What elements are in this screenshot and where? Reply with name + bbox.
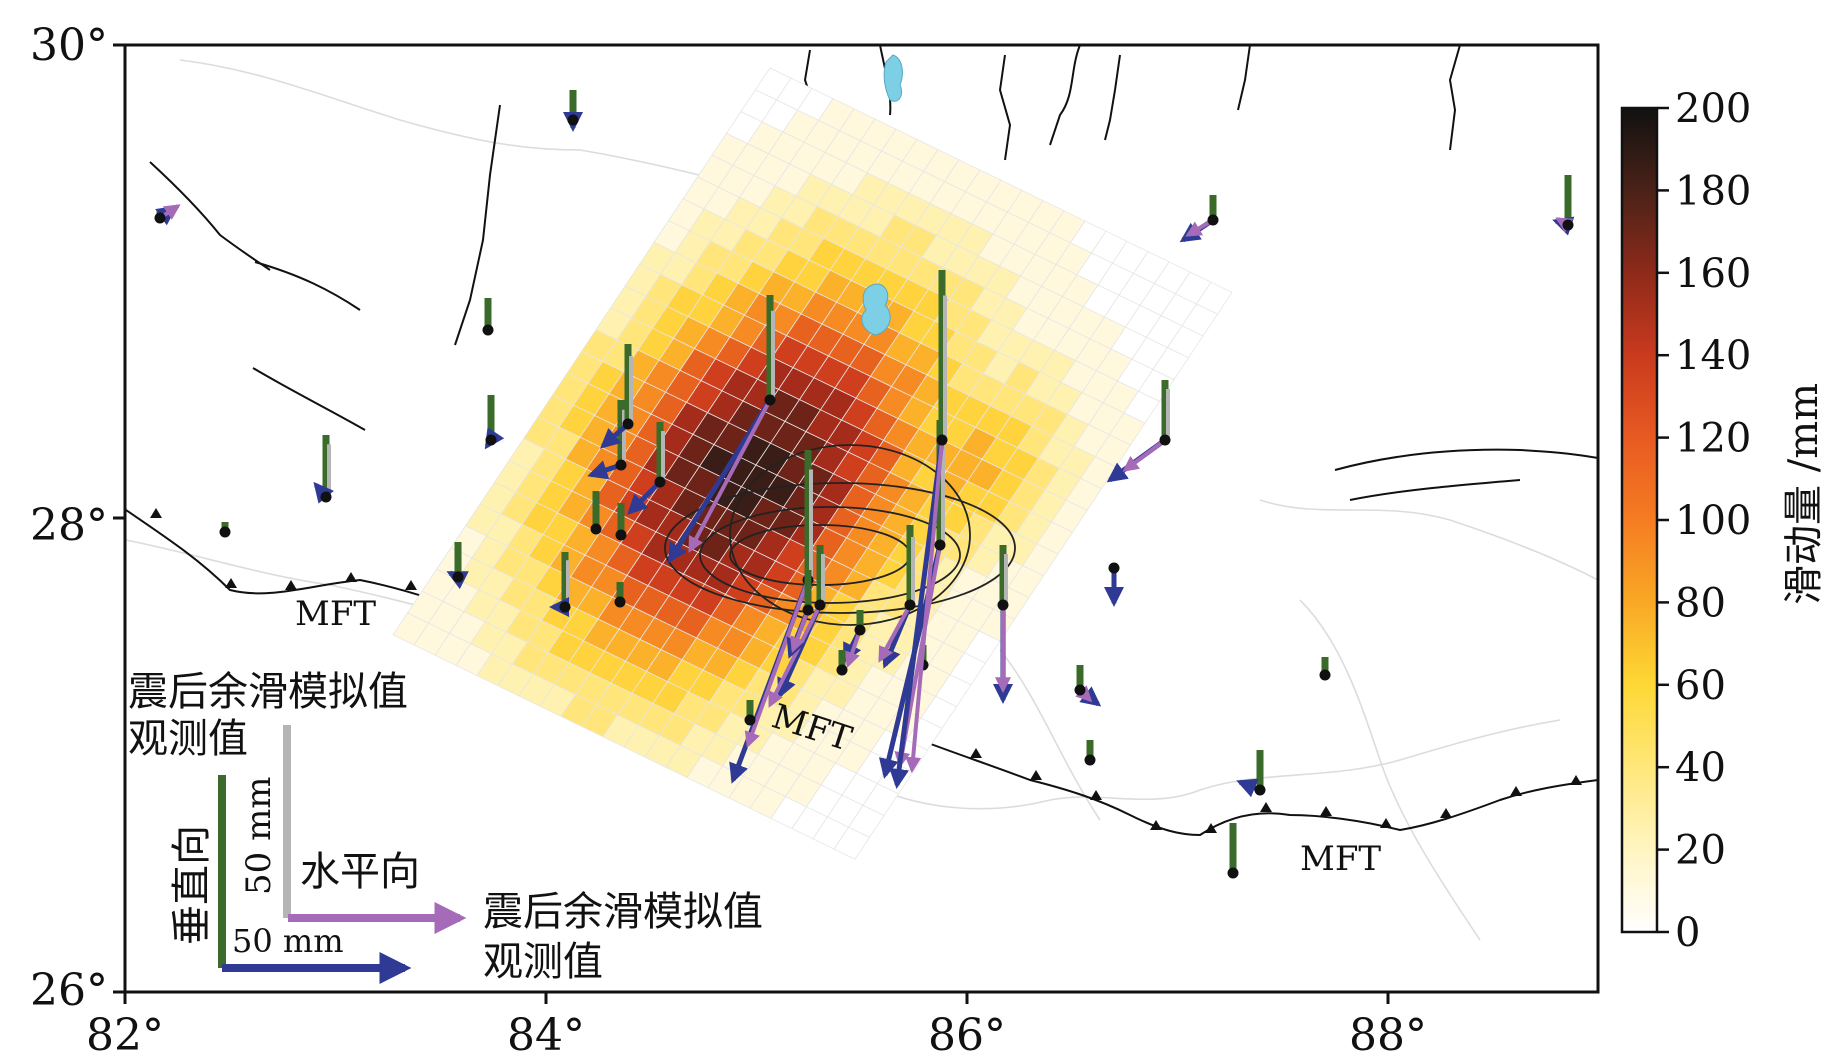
station-marker [614,596,626,608]
axis-ticks [113,43,1390,1004]
station-marker [615,459,627,471]
station-marker [1254,784,1266,796]
station-marker [814,599,826,611]
station-marker [622,418,634,430]
station-marker [1108,562,1120,574]
station-marker [1562,219,1574,231]
colorbar-tick-label: 100 [1675,498,1751,544]
horizontal-model-arrow [744,579,810,749]
station-marker [452,571,464,583]
horizontal-obs-arrow [667,398,773,564]
mft-label-west: MFT [295,594,376,634]
horizontal-obs-arrow [599,422,630,449]
colorbar-tick-label: 80 [1675,580,1726,626]
lake-2 [861,283,891,336]
station-marker [854,624,866,636]
x-tick-82: 82° [86,1010,164,1061]
horizontal-model-arrow [1122,438,1167,472]
station-marker [320,491,332,503]
slip-patch [833,826,871,860]
colorbar-tick-label: 0 [1675,910,1700,956]
horizontal-model-arrow [878,604,912,663]
mft-label-east: MFT [1300,839,1381,879]
colorbar-ramp [1620,106,1659,934]
colorbar-label: 滑动量 /mm [1781,383,1827,605]
station-marker [1159,434,1171,446]
x-tick-86: 86° [928,1010,1006,1061]
station-marker [936,434,948,446]
horizontal-model-arrow [844,629,862,669]
horizontal-model-arrow [790,609,810,653]
colorbar-tick-label: 20 [1675,828,1726,874]
legend-horizontal-title: 水平向 [300,849,420,895]
station-marker [615,529,627,541]
station-marker [802,604,814,616]
fault-traces [149,45,1598,501]
x-tick-88: 88° [1349,1010,1427,1061]
colorbar-tick-label: 120 [1675,416,1751,462]
colorbar-tick-label: 60 [1675,663,1726,709]
colorbar-ticks: 0 20 40 60 80 100 120 140 160 180 200 [1657,86,1751,956]
station-marker [997,599,1009,611]
legend-vertical-title: 垂直向 [169,825,215,945]
colorbar-tick-label: 180 [1675,168,1751,214]
horizontal-obs-arrow [889,439,945,789]
station-marker [904,599,916,611]
horizontal-model-arrow [905,439,944,774]
y-tick-28: 28° [30,500,108,551]
station-marker [1084,754,1096,766]
legend-horizontal-obs-label: 观测值 [483,939,603,985]
legend-horizontal-model-label: 震后余滑模拟值 [483,889,763,935]
legend-horizontal-scale: 50 mm [232,922,344,960]
legend-vertical-obs-label: 观测值 [128,716,248,762]
lake-1 [883,54,903,102]
colorbar: 0 20 40 60 80 100 120 140 160 180 200 滑动量 /mm [1620,86,1827,956]
station-marker [1319,669,1331,681]
colorbar-tick-label: 200 [1675,86,1751,132]
x-tick-84: 84° [507,1010,585,1061]
colorbar-tick-label: 160 [1675,251,1751,297]
legend: 震后余滑模拟值 观测值 垂直向 50 mm 水平向 50 mm 震后余滑模拟值 … [128,669,763,985]
station-marker [482,324,494,336]
station-marker [1227,867,1239,879]
slip-contours [664,444,1016,626]
y-tick-26: 26° [30,965,108,1016]
station-marker [744,714,756,726]
station-marker [485,434,497,446]
station-marker [590,523,602,535]
y-tick-30: 30° [30,20,108,71]
colorbar-tick-label: 40 [1675,745,1726,791]
station-marker [764,394,776,406]
horizontal-obs-arrow [627,480,662,515]
station-marker [934,539,946,551]
horizontal-model-arrow [688,399,772,553]
station-marker [836,664,848,676]
station-marker [1074,684,1086,696]
colorbar-tick-label: 140 [1675,333,1751,379]
station-marker [654,476,666,488]
gps-stations [154,90,1575,879]
station-marker [219,526,231,538]
station-marker [559,601,571,613]
station-marker [1207,214,1219,226]
legend-vertical-model-label: 震后余滑模拟值 [128,669,408,715]
legend-vertical-scale: 50 mm [239,776,279,895]
station-marker [154,212,166,224]
station-marker [567,114,579,126]
